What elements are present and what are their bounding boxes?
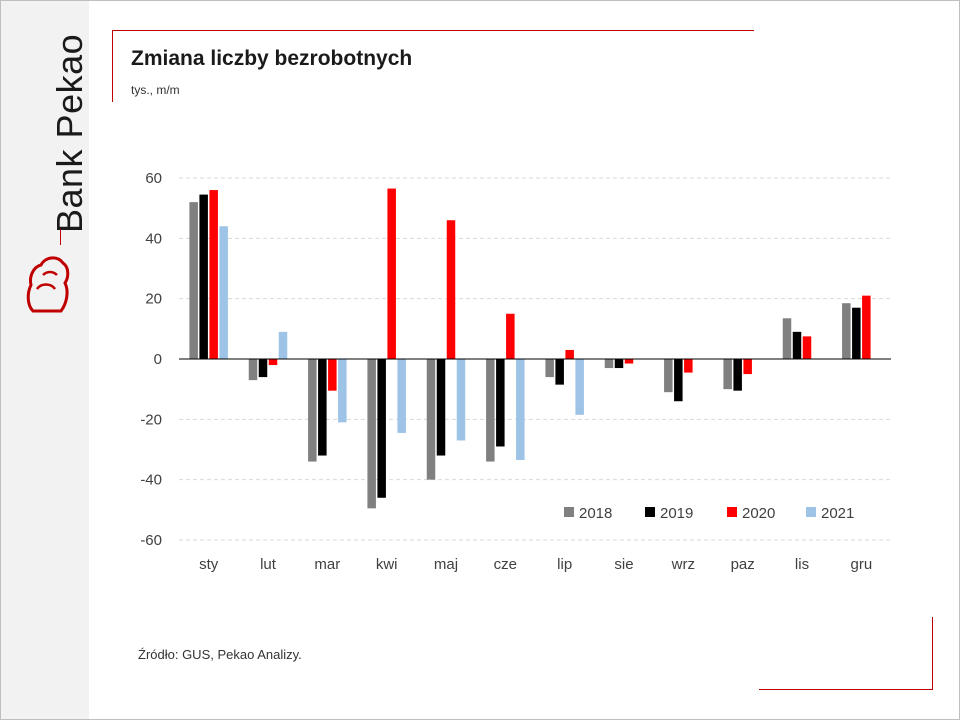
bar-2021-lut <box>278 331 288 359</box>
bar-2018-wrz <box>664 359 673 393</box>
y-tick-label: 40 <box>145 230 162 247</box>
bar-2018-paz <box>723 359 732 390</box>
y-tick-label: 0 <box>154 351 162 368</box>
bar-2020-kwi <box>387 188 396 359</box>
bar-2019-maj <box>436 359 446 456</box>
y-tick-label: 60 <box>145 170 162 187</box>
bar-2020-gru <box>862 295 871 359</box>
legend-swatch-2020 <box>727 507 737 517</box>
bar-2019-cze <box>496 359 505 447</box>
corner-frame-right <box>932 617 933 690</box>
x-tick-label: maj <box>434 556 458 573</box>
chart-subtitle: tys., m/m <box>131 83 180 97</box>
y-tick-label: -20 <box>140 411 162 428</box>
title-frame-left <box>112 30 113 102</box>
bar-2019-paz <box>733 359 742 391</box>
bar-2021-kwi <box>397 359 406 433</box>
bar-2018-lis <box>782 318 792 359</box>
chart-title: Zmiana liczby bezrobotnych <box>131 47 413 70</box>
bar-2018-sty <box>189 202 198 359</box>
x-tick-label: lis <box>795 556 809 573</box>
bar-2019-mar <box>318 359 327 456</box>
bar-2019-lis <box>792 331 802 359</box>
x-tick-label: sie <box>614 556 633 573</box>
bar-2020-wrz <box>684 359 693 373</box>
brand-sidebar: Bank Pekao <box>1 1 90 719</box>
bar-2020-lut <box>268 359 278 366</box>
bar-2018-lut <box>248 359 258 381</box>
x-tick-label: lip <box>557 556 572 573</box>
legend-swatch-2018 <box>564 507 574 517</box>
legend-swatch-2019 <box>645 507 655 517</box>
bar-2020-cze <box>506 313 515 359</box>
bar-2018-kwi <box>367 359 376 509</box>
bar-2021-cze <box>516 359 525 461</box>
bar-2019-kwi <box>377 359 386 498</box>
bar-2021-maj <box>456 359 466 441</box>
x-tick-label: lut <box>260 556 277 573</box>
bar-2019-sie <box>614 359 624 369</box>
bar-2021-lip <box>575 359 584 415</box>
legend-swatch-2021 <box>806 507 816 517</box>
pekao-bison-icon <box>26 256 70 313</box>
bar-2018-cze <box>486 359 495 462</box>
brand-divider <box>60 229 61 245</box>
bar-2019-lip <box>555 359 564 385</box>
source-note: Źródło: GUS, Pekao Analizy. <box>138 647 302 662</box>
bar-2020-sie <box>624 359 634 364</box>
bar-2020-sty <box>209 190 218 359</box>
bar-2019-sty <box>199 194 208 359</box>
bar-2018-maj <box>426 359 436 480</box>
x-tick-label: gru <box>850 556 872 573</box>
bar-2018-sie <box>604 359 614 369</box>
bar-2018-gru <box>842 303 851 359</box>
x-tick-label: sty <box>199 556 219 573</box>
bar-2020-maj <box>446 220 456 359</box>
bar-2021-mar <box>338 359 347 423</box>
bar-2020-mar <box>328 359 337 391</box>
legend-label: 2021 <box>821 505 854 522</box>
bar-chart: 60 40 20 0 -20 -40 -60 sty lut mar kwi maj cze lip sie… <box>140 170 891 573</box>
bar-2020-lis <box>802 336 812 359</box>
x-tick-label: cze <box>494 556 517 573</box>
bar-2021-sty <box>219 226 228 359</box>
y-tick-label: 20 <box>145 291 162 308</box>
bar-2019-lut <box>258 359 268 378</box>
x-tick-label: kwi <box>376 556 398 573</box>
x-tick-label: wrz <box>671 556 695 573</box>
x-tick-label: mar <box>314 556 340 573</box>
title-frame-top <box>112 30 754 31</box>
legend-label: 2018 <box>579 505 612 522</box>
x-tick-label: paz <box>731 556 755 573</box>
bar-2018-lip <box>545 359 554 378</box>
bar-2019-gru <box>852 307 861 359</box>
bar-2019-wrz <box>674 359 683 402</box>
bar-2020-lip <box>565 349 574 359</box>
bar-2020-paz <box>743 359 752 375</box>
legend-label: 2020 <box>742 505 775 522</box>
corner-frame-bottom <box>759 689 933 690</box>
y-tick-label: -40 <box>140 472 162 489</box>
bar-2018-mar <box>308 359 317 462</box>
y-tick-label: -60 <box>140 532 162 549</box>
legend-label: 2019 <box>660 505 693 522</box>
